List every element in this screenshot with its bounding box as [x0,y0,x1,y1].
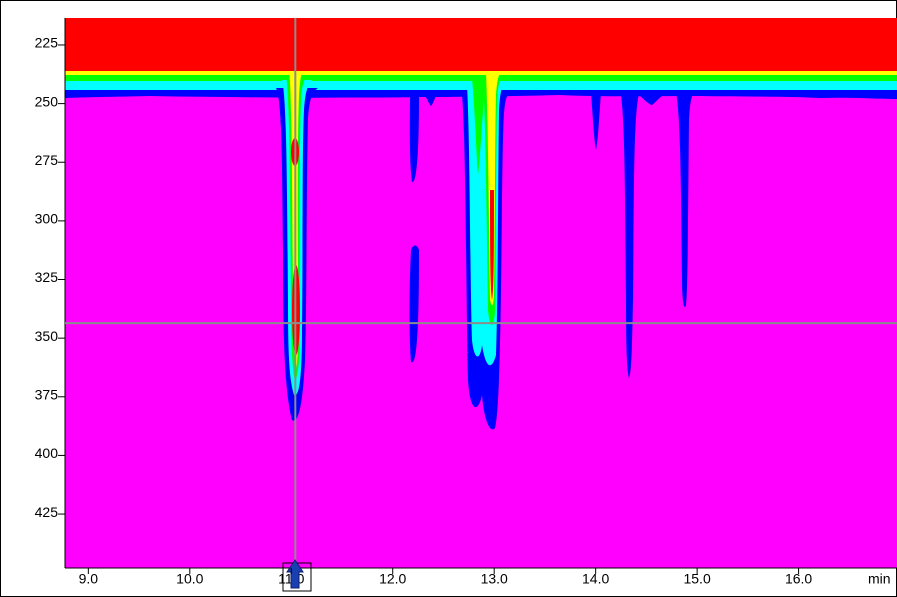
y-tick-label: 275 [35,152,59,168]
x-tick-label: 9.0 [79,571,99,587]
marker-arrow [286,559,304,589]
x-tick-label: 16.0 [785,571,812,587]
y-tick-label: 325 [35,269,59,285]
level-red [65,18,897,71]
x-tick-label: 12.0 [379,571,406,587]
contour-map [65,18,897,568]
peak [409,245,419,363]
y-tick-label: 375 [35,386,59,402]
x-tick-label: 13.0 [481,571,508,587]
y-tick-label: 300 [35,211,59,227]
y-tick-label: 400 [35,445,59,461]
peak [409,95,419,183]
cursor-marker [282,559,312,592]
y-tick-label: 425 [35,504,59,520]
peak [676,92,695,308]
y-tick-label: 225 [35,35,59,51]
peak [620,90,640,378]
y-tick-label: 350 [35,328,59,344]
axes [64,18,897,569]
peak [486,74,500,306]
peak [490,190,494,300]
x-tick-label: 15.0 [683,571,710,587]
x-tick-label: 10.0 [176,571,203,587]
x-tick-label: 14.0 [582,571,609,587]
peak [591,92,601,150]
y-tick-label: 250 [35,93,59,109]
x-axis-label: min [868,571,891,587]
